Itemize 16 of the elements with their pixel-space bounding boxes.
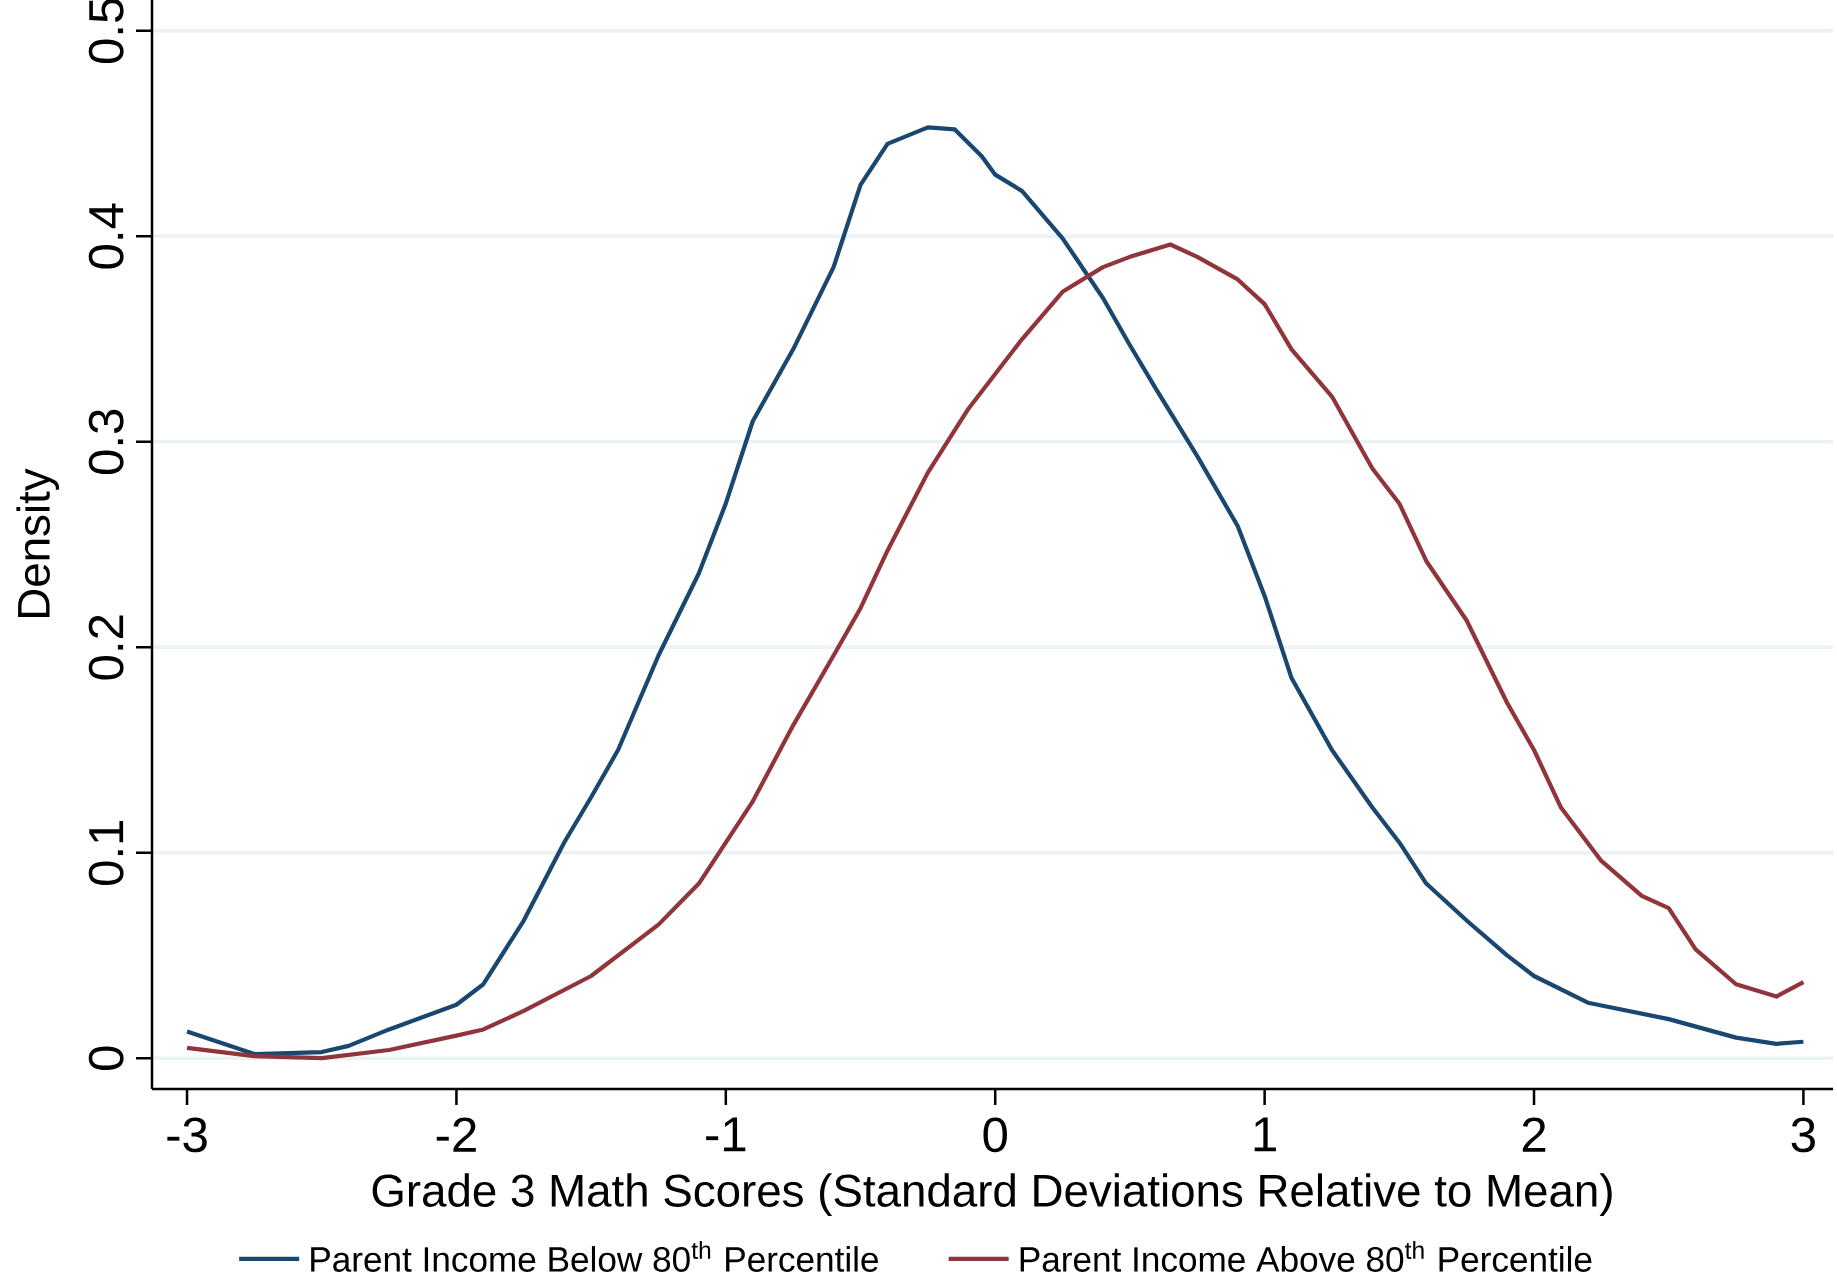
x-tick-label: -1 (706, 1117, 746, 1152)
y-tick-label: 0 (88, 1046, 124, 1070)
y-tick-label: 0.4 (88, 203, 124, 269)
x-tick-label: 3 (1791, 1117, 1815, 1153)
legend-label: Parent Income Below 80$^{th}$ Percentile (311, 1241, 878, 1272)
x-tick-label: -3 (167, 1117, 207, 1153)
x-axis-title: Grade 3 Math Scores (Standard Deviations Relative to Mean) (372, 1173, 1612, 1216)
y-axis-title: Density (16, 468, 59, 617)
y-tick-label: 0.1 (88, 820, 124, 885)
y-tick-label: 0.3 (88, 409, 124, 475)
legend-label: Parent Income Above 80$^{th}$ Percentile (1020, 1241, 1592, 1272)
x-tick-label: 0 (983, 1117, 1007, 1153)
x-tick-label: 1 (1254, 1117, 1276, 1152)
x-tick-label: 2 (1522, 1117, 1546, 1152)
x-tick-label: -2 (436, 1117, 476, 1152)
y-tick-label: 0.2 (88, 615, 124, 680)
